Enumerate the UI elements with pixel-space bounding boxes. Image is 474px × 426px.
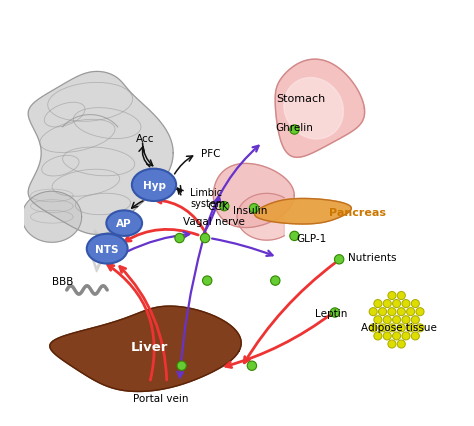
Circle shape [379,324,387,332]
Ellipse shape [106,211,142,236]
Polygon shape [22,192,82,243]
Circle shape [290,126,299,135]
Circle shape [397,308,405,316]
Ellipse shape [132,169,176,201]
Circle shape [407,324,415,332]
Circle shape [247,361,256,371]
Circle shape [249,204,259,213]
Circle shape [383,316,391,324]
Polygon shape [28,72,173,235]
Text: Stomach: Stomach [276,93,326,104]
Circle shape [201,234,210,243]
Polygon shape [275,60,365,158]
Circle shape [374,316,382,324]
Text: Liver: Liver [131,340,168,353]
Circle shape [411,300,419,308]
Text: Insulin: Insulin [233,206,267,216]
Polygon shape [284,78,343,140]
Circle shape [335,255,344,265]
Circle shape [392,316,401,324]
Circle shape [402,316,410,324]
Circle shape [177,361,186,371]
Circle shape [369,308,377,316]
Circle shape [374,332,382,340]
Text: AP: AP [117,219,132,229]
Circle shape [388,340,396,348]
Circle shape [397,292,405,300]
Circle shape [383,332,391,340]
Circle shape [271,276,280,285]
Circle shape [416,324,424,332]
Circle shape [330,308,339,317]
Circle shape [407,308,415,316]
Circle shape [290,232,299,241]
Text: Ghrelin: Ghrelin [275,123,313,133]
Circle shape [402,300,410,308]
Text: Adipose tissue: Adipose tissue [361,322,437,333]
Circle shape [219,202,229,211]
Circle shape [392,332,401,340]
Polygon shape [92,230,103,273]
Circle shape [383,300,391,308]
Text: Pancreas: Pancreas [328,208,385,218]
Circle shape [374,300,382,308]
Circle shape [397,324,405,332]
Circle shape [379,308,387,316]
Text: Portal vein: Portal vein [133,393,188,403]
Text: Leptin: Leptin [315,308,347,318]
Circle shape [402,332,410,340]
Polygon shape [255,199,351,225]
Text: Vagal nerve: Vagal nerve [182,216,245,227]
Circle shape [416,308,424,316]
Circle shape [411,332,419,340]
Circle shape [411,316,419,324]
Circle shape [202,276,212,285]
Polygon shape [237,194,284,241]
Circle shape [388,324,396,332]
Text: Nutrients: Nutrients [347,253,396,262]
Circle shape [397,340,405,348]
Text: GLP-1: GLP-1 [297,233,327,244]
Circle shape [175,234,184,243]
Ellipse shape [87,234,128,264]
Text: Acc: Acc [136,134,155,144]
Text: NTS: NTS [95,244,119,254]
Text: CCK: CCK [207,201,228,212]
Circle shape [388,292,396,300]
Text: PFC: PFC [201,149,220,158]
Text: BBB: BBB [52,276,73,286]
Circle shape [388,308,396,316]
Polygon shape [50,306,241,391]
Circle shape [392,300,401,308]
Text: Limbic
system: Limbic system [190,187,226,209]
Text: Hyp: Hyp [143,181,165,190]
Circle shape [369,324,377,332]
Polygon shape [213,164,294,228]
